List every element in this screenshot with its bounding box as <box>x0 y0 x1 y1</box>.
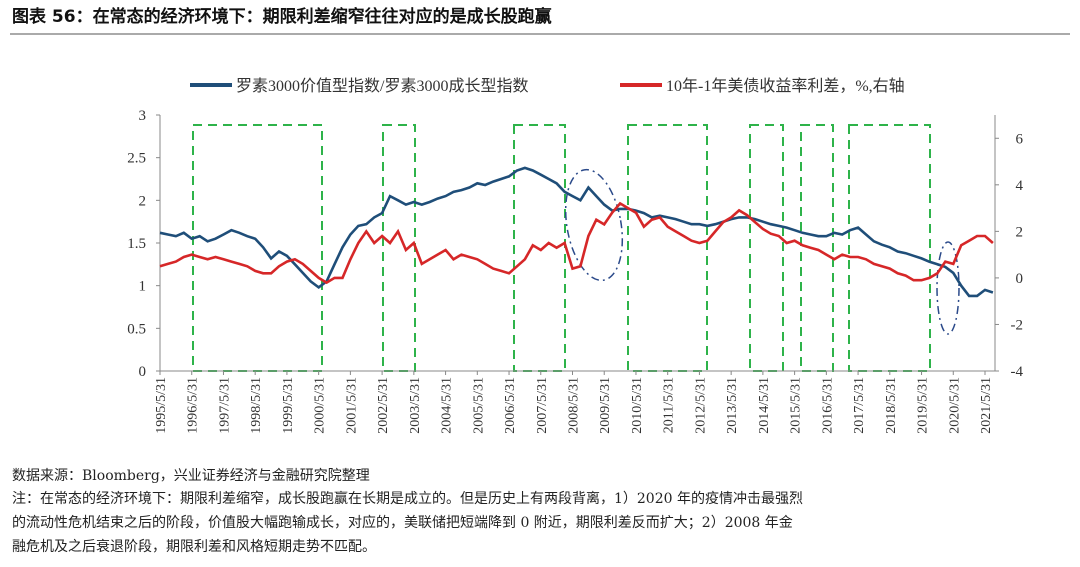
y-tick-label: 1 <box>139 279 147 295</box>
y-tick-label: 2.5 <box>127 151 146 167</box>
y2-tick-label: 6 <box>1016 131 1024 147</box>
period-box <box>749 124 784 372</box>
y-tick-label: 2 <box>139 193 147 209</box>
period-box <box>800 124 834 372</box>
series-line <box>159 201 994 285</box>
x-tick-label: 2004/5/31 <box>440 377 455 434</box>
x-tick-label: 2016/5/31 <box>820 377 835 434</box>
legend-label: 罗素3000价值型指数/罗素3000成长型指数 <box>236 77 528 95</box>
x-tick-label: 2008/5/31 <box>567 377 582 434</box>
period-box <box>382 124 416 372</box>
x-tick-label: 2020/5/31 <box>947 377 962 434</box>
y2-tick-label: 4 <box>1016 178 1024 194</box>
y-tick-label: 0 <box>139 364 147 380</box>
x-tick-label: 2010/5/31 <box>630 377 645 434</box>
chart-title: 图表 56：在常态的经济环境下：期限利差缩窄往往对应的是成长股跑赢 <box>12 6 552 27</box>
y2-tick-label: -2 <box>1011 317 1024 333</box>
x-tick-label: 2006/5/31 <box>503 377 518 434</box>
x-tick-label: 2021/5/31 <box>979 377 994 434</box>
series-line <box>159 166 994 298</box>
x-tick-label: 1999/5/31 <box>281 377 296 434</box>
footnote: 的流动性危机结束之后的阶段，价值股大幅跑输成长，对应的，美联储把短端降到 0 附… <box>12 514 793 531</box>
x-tick-label: 2017/5/31 <box>852 377 867 434</box>
source-note: 数据来源：Bloomberg，兴业证券经济与金融研究院整理 <box>12 468 370 484</box>
y2-tick-label: -4 <box>1011 364 1024 380</box>
x-tick-label: 2012/5/31 <box>693 377 708 434</box>
highlight-ellipses <box>564 168 960 335</box>
x-tick-label: 2007/5/31 <box>535 377 550 434</box>
x-tick-label: 2014/5/31 <box>757 377 772 434</box>
x-tick-label: 2003/5/31 <box>408 377 423 434</box>
x-tick-label: 1996/5/31 <box>186 377 201 434</box>
period-box <box>627 124 708 372</box>
x-tick-label: 2000/5/31 <box>313 377 328 434</box>
footnote: 注：在常态的经济环境下：期限利差缩窄，成长股跑赢在长期是成立的。但是历史上有两段… <box>12 490 803 507</box>
x-tick-label: 2001/5/31 <box>344 377 359 434</box>
y-tick-label: 3 <box>139 108 147 124</box>
footnote: 融危机及之后衰退阶段，期限利差和风格短期走势不匹配。 <box>12 538 376 555</box>
x-tick-label: 2002/5/31 <box>376 377 391 434</box>
x-tick-label: 2018/5/31 <box>884 377 899 434</box>
y2-tick-label: 2 <box>1016 224 1024 240</box>
y-tick-label: 0.5 <box>127 321 146 337</box>
y2-tick-label: 0 <box>1016 271 1024 287</box>
x-tick-label: 1995/5/31 <box>154 377 169 434</box>
x-tick-label: 1997/5/31 <box>217 377 232 434</box>
legend-label: 10年-1年美债收益率利差，%,右轴 <box>666 77 905 95</box>
x-tick-label: 2011/5/31 <box>662 377 677 433</box>
x-tick-label: 2009/5/31 <box>598 377 613 434</box>
highlight-ellipse <box>936 241 960 335</box>
x-tick-label: 2019/5/31 <box>916 377 931 434</box>
x-tick-label: 2005/5/31 <box>471 377 486 434</box>
x-tick-label: 2015/5/31 <box>789 377 804 434</box>
x-tick-label: 2013/5/31 <box>725 377 740 434</box>
x-tick-label: 1998/5/31 <box>249 377 264 434</box>
y-tick-label: 1.5 <box>127 236 146 252</box>
period-box <box>192 124 323 372</box>
period-boxes <box>192 124 931 372</box>
